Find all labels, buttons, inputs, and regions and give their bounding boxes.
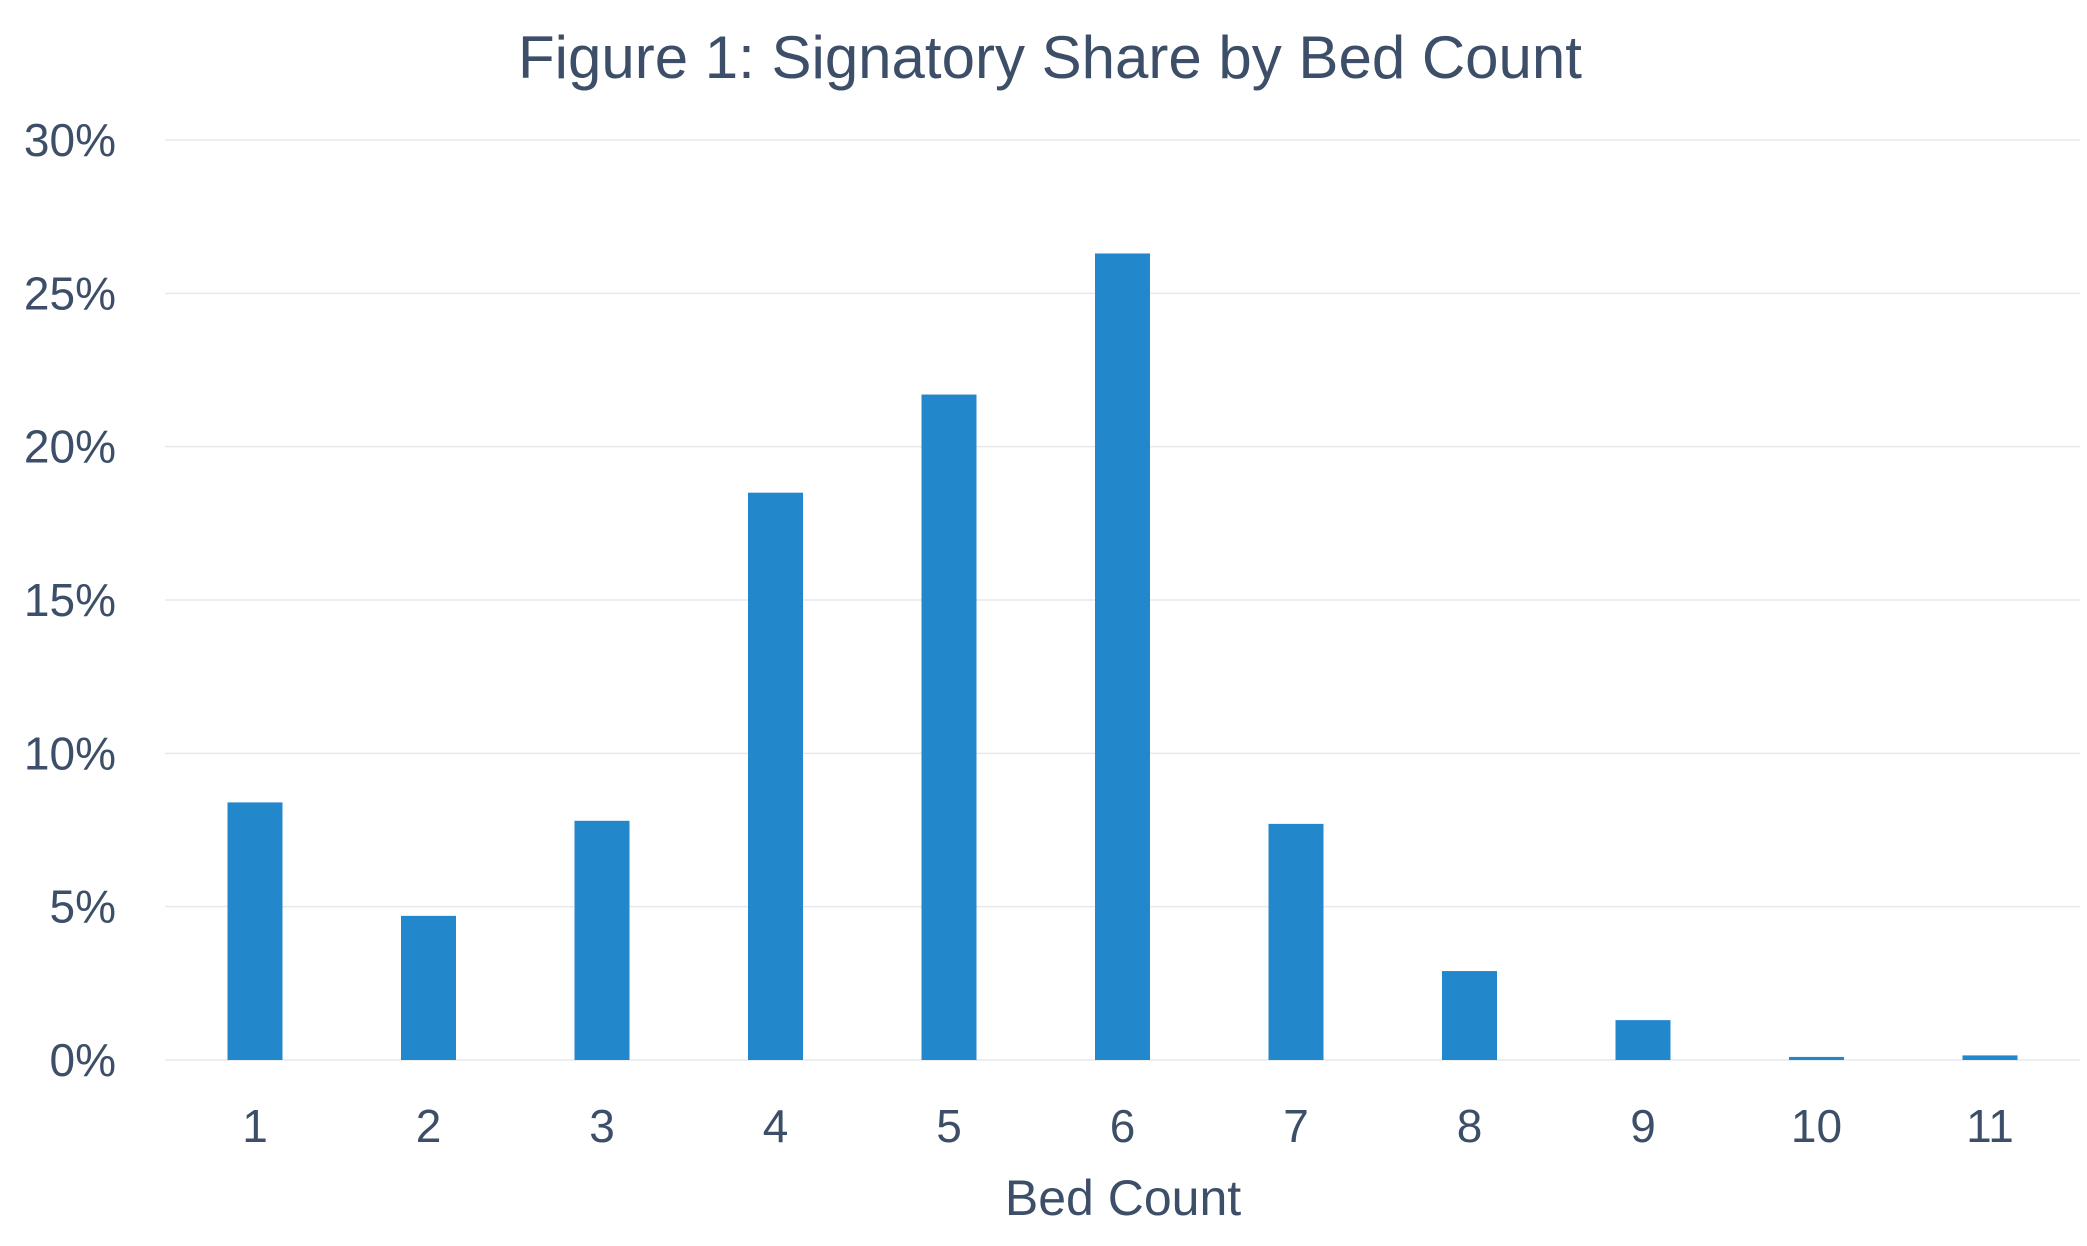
y-tick-label: 25% (24, 267, 116, 319)
x-axis-label: Bed Count (1005, 1170, 1241, 1226)
x-tick-label: 1 (242, 1100, 268, 1152)
bar-6 (1095, 253, 1150, 1060)
x-tick-label: 2 (416, 1100, 442, 1152)
x-tick-label: 9 (1630, 1100, 1656, 1152)
y-tick-label: 30% (24, 114, 116, 166)
bar-9 (1615, 1020, 1671, 1060)
bar-1 (227, 802, 283, 1060)
x-tick-label: 5 (936, 1100, 962, 1152)
bars (227, 253, 2018, 1061)
x-tick-label: 6 (1110, 1100, 1136, 1152)
x-tick-label: 4 (763, 1100, 789, 1152)
bar-7 (1268, 823, 1324, 1060)
bar-10 (1789, 1056, 1844, 1060)
bar-11 (1962, 1055, 2018, 1060)
x-tick-label: 8 (1457, 1100, 1483, 1152)
x-tick-label: 7 (1283, 1100, 1309, 1152)
chart-title: Figure 1: Signatory Share by Bed Count (518, 24, 1582, 91)
bar-8 (1442, 971, 1497, 1060)
bar-2 (401, 915, 456, 1060)
bar-3 (574, 820, 630, 1060)
y-tick-label: 15% (24, 574, 116, 626)
y-tick-label: 20% (24, 421, 116, 473)
x-tick-label: 10 (1791, 1100, 1842, 1152)
y-tick-label: 10% (24, 727, 116, 779)
y-axis-ticks: 0% 5% 10% 15% 20% 25% 30% (24, 114, 116, 1086)
y-tick-label: 0% (50, 1034, 116, 1086)
x-axis-ticks: 1 2 3 4 5 6 7 8 9 10 11 (242, 1100, 2014, 1152)
bar-5 (921, 394, 977, 1060)
x-tick-label: 11 (1966, 1100, 2014, 1152)
x-tick-label: 3 (589, 1100, 615, 1152)
bar-4 (748, 492, 803, 1061)
y-tick-label: 5% (50, 881, 116, 933)
